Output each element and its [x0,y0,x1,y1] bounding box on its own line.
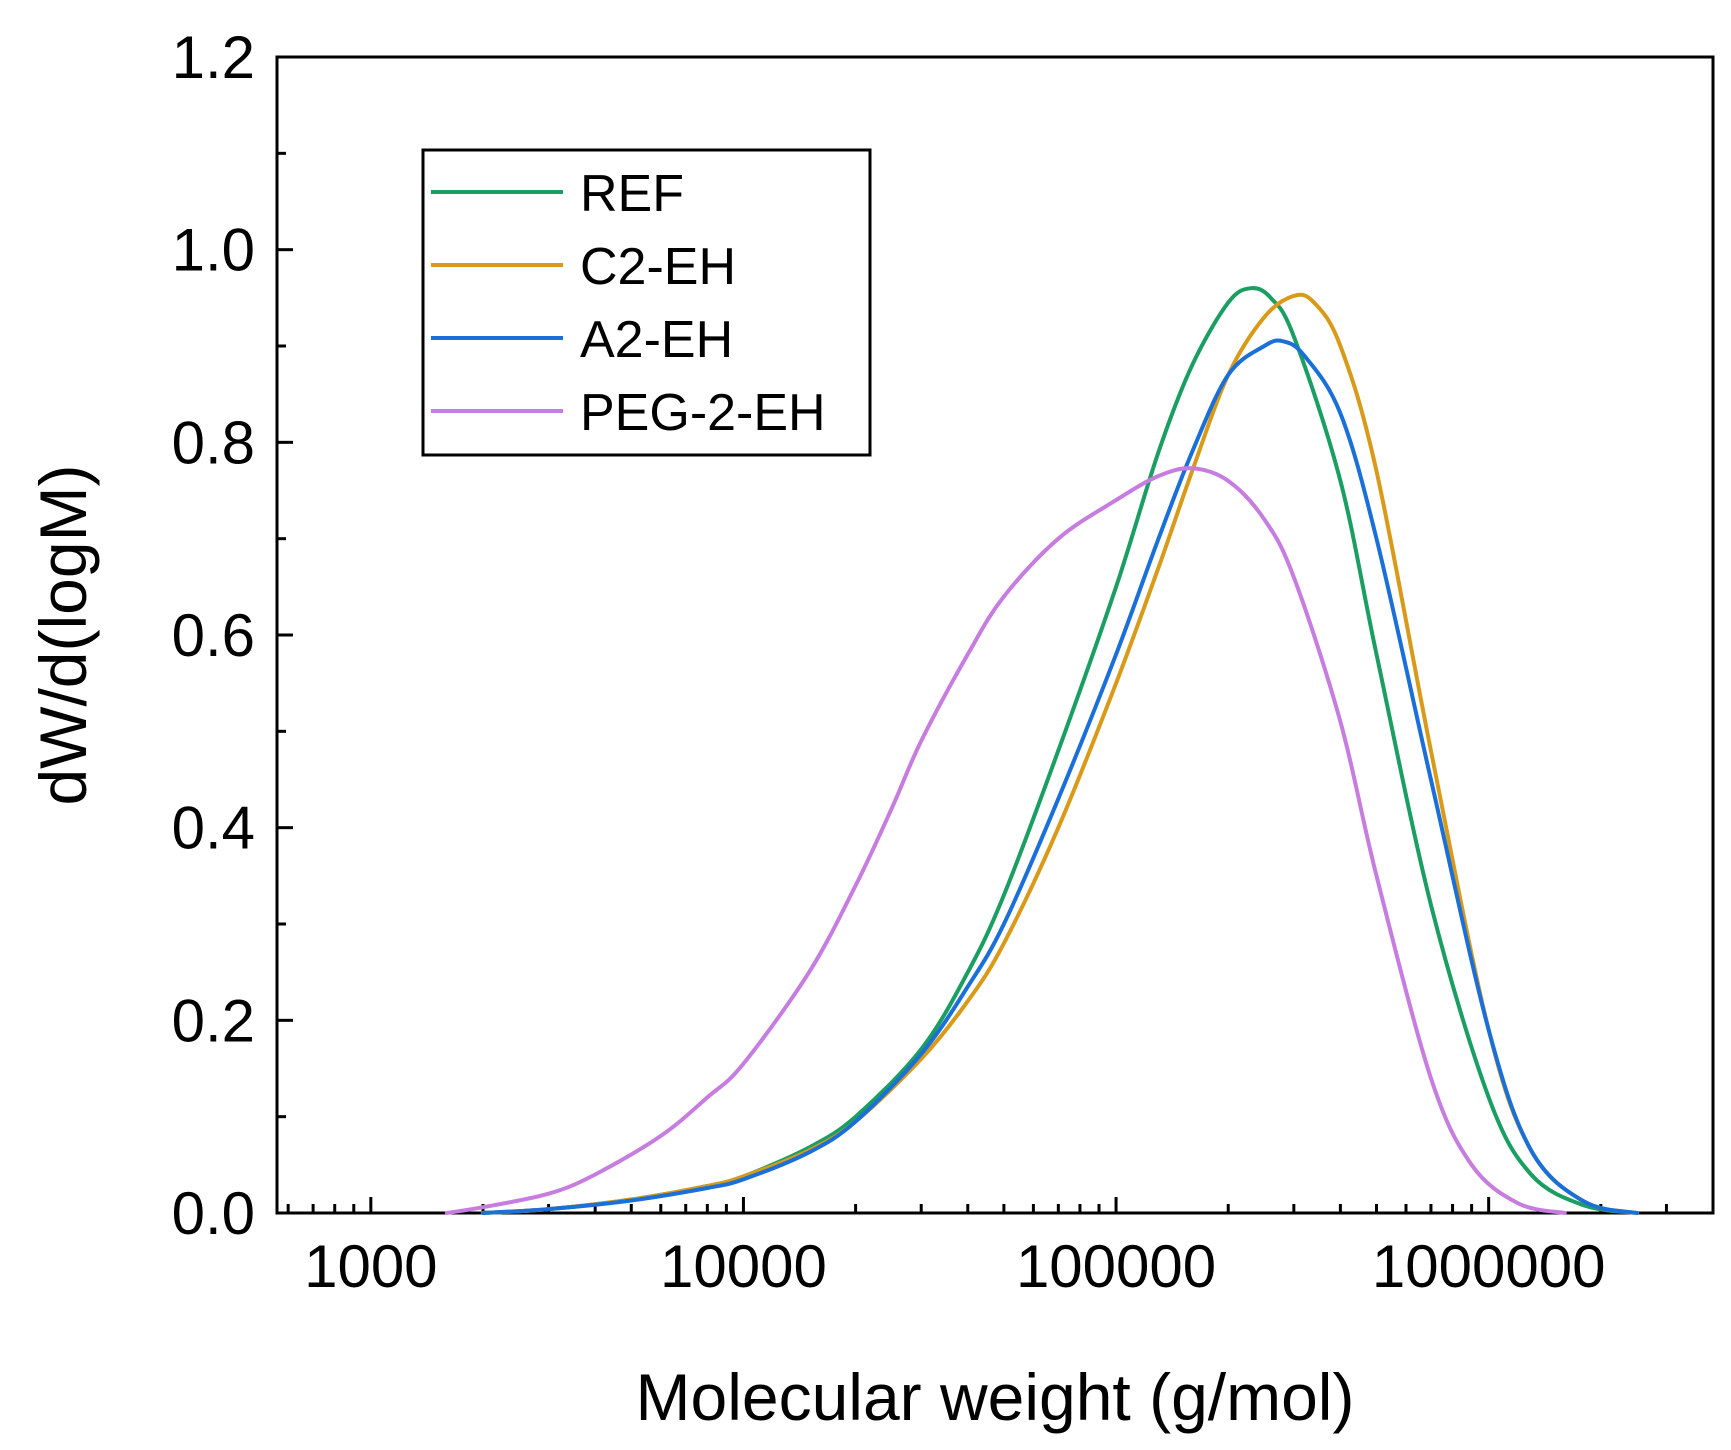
legend-label-ref: REF [580,165,684,223]
series-line-c2-eh [481,292,1639,1215]
x-tick-label: 1000000 [1372,1233,1606,1300]
y-tick-label: 0.0 [172,1180,255,1247]
y-tick-label: 1.0 [172,217,255,284]
x-tick-label: 100000 [1016,1233,1216,1300]
y-tick-label: 0.4 [172,795,255,862]
legend-box [421,148,872,457]
y-tick-label: 0.8 [172,409,255,476]
axes: 0.0 0.2 0.4 0.6 0.8 1.0 1.2 1000 10000 100000 1000… [172,24,1715,1300]
x-tick-label: 1000 [304,1233,437,1300]
y-axis-title: dW/d(logM) [26,464,100,805]
y-tick-label: 0.6 [172,602,255,669]
y-tick-label: 0.2 [172,987,255,1054]
x-tick-label: 10000 [660,1233,827,1300]
legend: REF C2-EH A2-EH PEG-2-EH [421,148,872,457]
legend-label-peg-2-eh: PEG-2-EH [580,384,826,442]
series-line-peg-2-eh [444,466,1567,1215]
y-tick-label: 1.2 [172,24,255,91]
legend-label-a2-eh: A2-EH [580,311,733,369]
x-axis-title: Molecular weight (g/mol) [636,1360,1355,1434]
legend-label-c2-eh: C2-EH [580,238,736,296]
series-group [444,286,1639,1215]
series-line-a2-eh [481,338,1639,1215]
